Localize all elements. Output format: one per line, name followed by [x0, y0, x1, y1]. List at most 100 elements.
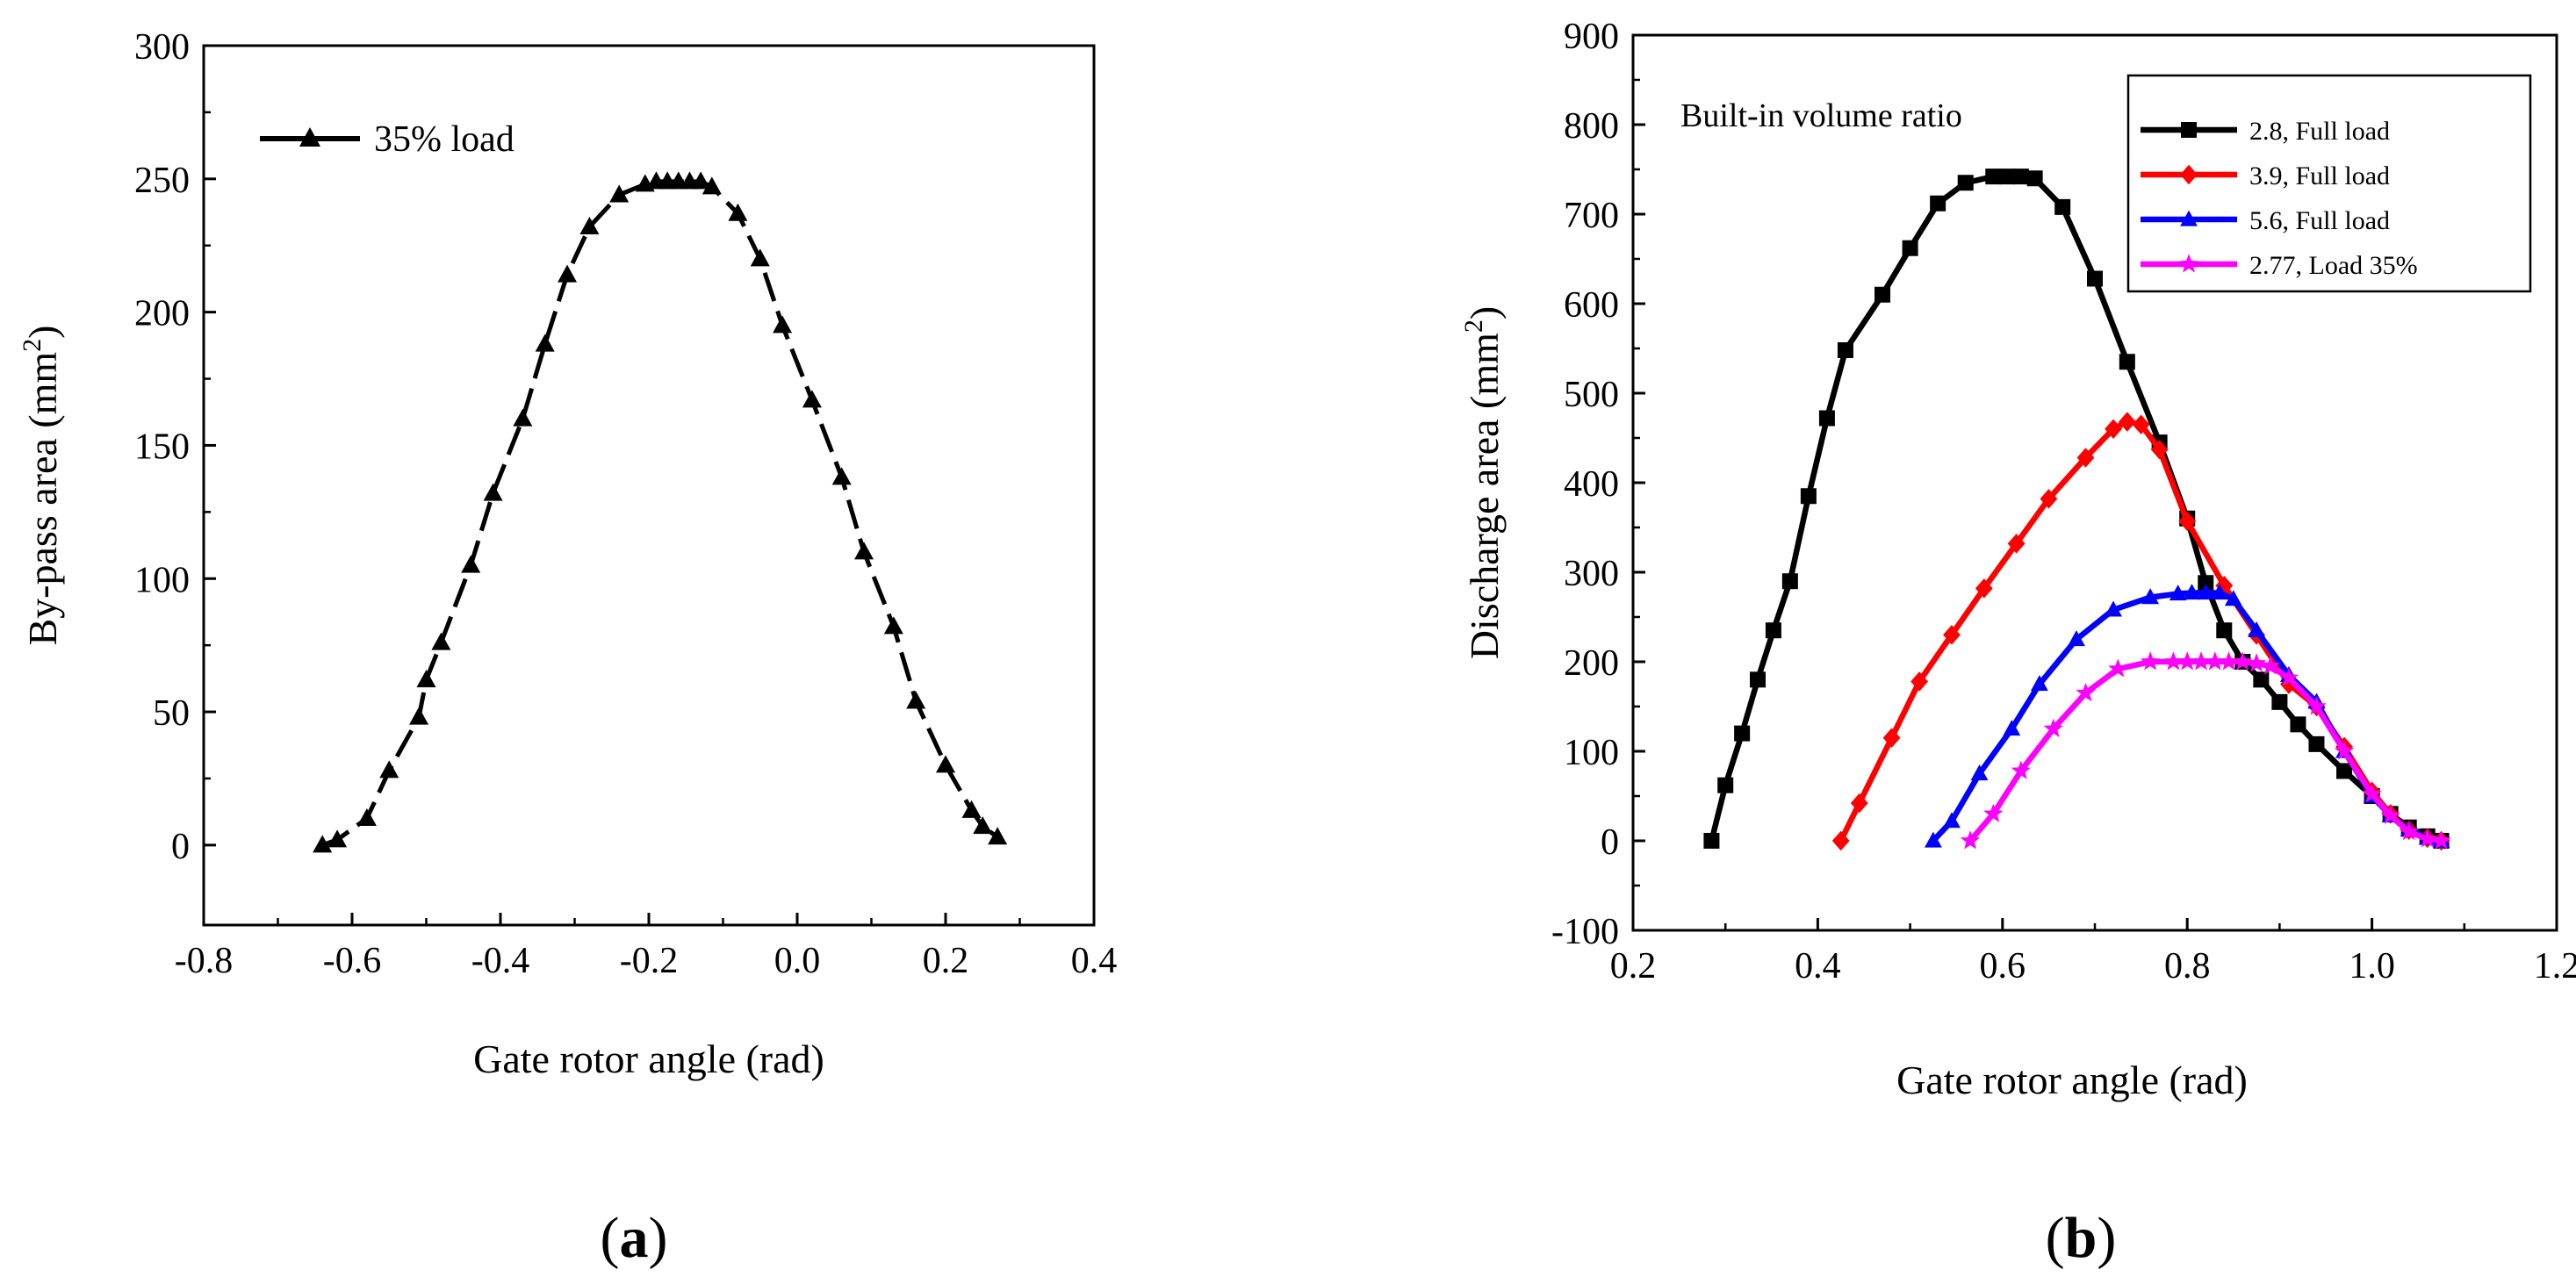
point-b-2-77-load-35-21	[2417, 829, 2437, 848]
point-b-5-6-full-load-13	[2248, 620, 2265, 637]
point-b-2-8-full-load-26	[2271, 693, 2288, 710]
point-a-35-load-27	[883, 616, 903, 635]
x-tick-label-a-3: -0.2	[620, 941, 679, 981]
point-b-3-9-full-load-5	[1975, 578, 1993, 599]
y-ticks-b: -100 0 100 200 300 400 500 600 700 800 900	[1551, 17, 1645, 952]
point-b-2-8-full-load-3	[1750, 671, 1767, 688]
point-b-2-77-load-35-16	[2306, 696, 2327, 715]
point-a-35-load-28	[906, 691, 926, 709]
x-tick-label-a-1: -0.6	[323, 941, 382, 981]
point-b-2-8-full-load-2	[1734, 725, 1751, 742]
y-axis-title-a-suffix: )	[20, 326, 65, 339]
point-b-5-6-full-load-8	[2169, 585, 2187, 601]
y-tick-label-b-4: 300	[1564, 554, 1619, 594]
point-a-35-load-8	[483, 483, 503, 501]
y-axis-title-b: Discharge area (mm2)	[1459, 306, 1507, 659]
y-tick-label-b-2: 100	[1564, 733, 1619, 773]
x-tick-label-a-4: 0.0	[774, 941, 821, 981]
legend-box-b	[2126, 74, 2532, 293]
point-a-35-load-12	[579, 216, 600, 234]
point-a-35-load-7	[461, 555, 481, 573]
point-b-2-77-load-35-5	[2108, 658, 2128, 678]
point-b-2-8-full-load-18	[2087, 270, 2103, 287]
legend-label-3-9-full-load: 3.9, Full load	[2249, 161, 2390, 190]
y-tick-label-b-3: 200	[1564, 643, 1619, 684]
point-b-2-8-full-load-22	[2198, 575, 2214, 592]
point-b-2-8-full-load-6	[1800, 488, 1817, 505]
point-b-2-77-load-35-18	[2362, 784, 2382, 803]
point-b-2-8-full-load-9	[1874, 286, 1891, 303]
point-b-2-77-load-35-1	[1983, 803, 2004, 822]
plot-frame-a	[202, 44, 1096, 927]
y-axis-title-b-sup: 2	[1459, 319, 1488, 333]
y-tick-label-a-2: 100	[134, 560, 190, 600]
x-tick-label-a-0: -0.8	[175, 941, 234, 981]
point-a-35-load-19	[691, 171, 711, 190]
point-b-2-8-full-load-4	[1765, 622, 1781, 639]
point-b-2-77-load-35-8	[2177, 651, 2198, 671]
point-b-2-8-full-load-14	[1999, 169, 2016, 185]
point-a-35-load-24	[802, 390, 822, 408]
point-b-5-6-full-load-0	[1925, 831, 1942, 848]
point-a-35-load-30	[961, 800, 982, 818]
point-b-2-8-full-load-5	[1781, 573, 1798, 590]
legend-items-b: 2.8, Full load 3.9, Full load 5.6, Full lo…	[2141, 117, 2418, 280]
legend-label-35-load: 35% load	[374, 119, 514, 160]
point-a-35-load-2	[356, 808, 377, 827]
panel-label-b-open: (	[2046, 1206, 2065, 1270]
x-tick-label-b-0: 0.2	[1610, 946, 1657, 986]
point-a-35-load-4	[409, 707, 429, 725]
point-b-2-77-load-35-19	[2380, 805, 2400, 824]
point-a-35-load-31	[973, 816, 993, 835]
x-tick-label-b-3: 0.8	[2164, 946, 2211, 986]
legend-label-2-77-load-35: 2.77, Load 35%	[2249, 251, 2418, 280]
point-b-3-9-full-load-9	[2105, 419, 2122, 440]
y-tick-label-b-1: 0	[1601, 822, 1619, 863]
point-b-2-8-full-load-23	[2216, 622, 2233, 639]
legend-marker-3-9-full-load	[2180, 164, 2198, 185]
point-b-3-9-full-load-10	[2118, 412, 2136, 432]
point-b-5-6-full-load-5	[2068, 630, 2085, 647]
point-b-3-9-full-load-14	[2215, 576, 2234, 596]
point-b-2-77-load-35-7	[2163, 651, 2184, 671]
point-a-35-load-3	[379, 760, 399, 778]
y-tick-label-b-9: 800	[1564, 106, 1619, 147]
point-b-2-8-full-load-27	[2290, 716, 2306, 733]
panel-label-a-close: )	[649, 1206, 668, 1270]
x-tick-label-a-6: 0.4	[1071, 941, 1118, 981]
point-b-3-9-full-load-0	[1831, 830, 1850, 851]
point-b-3-9-full-load-1	[1850, 793, 1868, 814]
point-b-2-77-load-35-22	[2431, 830, 2451, 850]
point-b-3-9-full-load-6	[2007, 534, 2026, 554]
panel-label-a-letter: a	[620, 1206, 649, 1270]
point-b-3-9-full-load-3	[1910, 671, 1929, 692]
point-b-2-77-load-35-2	[2011, 760, 2031, 779]
y-ticks-a: 0 50 100 150 200 250 300	[134, 27, 216, 867]
y-tick-label-a-4: 200	[134, 294, 190, 334]
panel-label-a-open: (	[601, 1206, 620, 1270]
point-b-2-77-load-35-20	[2399, 821, 2419, 841]
point-b-3-9-full-load-2	[1882, 728, 1901, 748]
point-b-2-8-full-load-16	[2026, 170, 2043, 187]
series-line-a-35-load	[321, 179, 999, 848]
y-tick-label-b-7: 600	[1564, 285, 1619, 326]
x-tick-label-b-1: 0.4	[1795, 946, 1841, 986]
y-tick-label-a-3: 150	[134, 427, 190, 467]
panel-b: 0.2 0.4 0.6 0.8 1.0 1.2 -100 0 100 200 300 400 500 6…	[1459, 17, 2576, 1270]
point-b-3-9-full-load-12	[2150, 440, 2169, 460]
y-tick-label-a-5: 250	[134, 161, 190, 201]
point-b-2-8-full-load-12	[1957, 175, 1974, 191]
series-group-a	[313, 171, 1008, 853]
point-a-35-load-9	[513, 408, 533, 427]
point-b-5-6-full-load-10	[2197, 584, 2215, 600]
point-b-5-6-full-load-6	[2105, 600, 2122, 617]
point-b-2-8-full-load-10	[1902, 240, 1918, 256]
point-a-35-load-21	[728, 203, 748, 221]
point-b-5-6-full-load-9	[2183, 584, 2201, 600]
point-a-35-load-25	[831, 467, 852, 485]
legend-label-2-8-full-load: 2.8, Full load	[2249, 117, 2390, 146]
point-a-35-load-13	[609, 184, 630, 203]
point-b-2-77-load-35-4	[2076, 683, 2096, 702]
x-axis-title-b: Gate rotor angle (rad)	[1896, 1058, 2248, 1102]
